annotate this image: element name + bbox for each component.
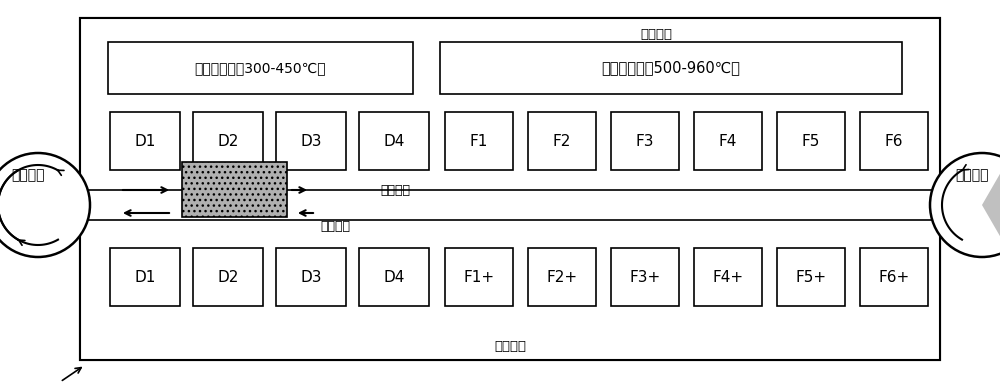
Text: 高温烧结区（500-960℃）: 高温烧结区（500-960℃）: [602, 60, 740, 75]
Circle shape: [0, 153, 90, 257]
Text: F3+: F3+: [629, 269, 661, 284]
Bar: [80, 18, 940, 360]
Text: D4: D4: [383, 134, 405, 149]
Bar: [193, 248, 263, 306]
Text: F1+: F1+: [463, 269, 495, 284]
Text: D2: D2: [217, 134, 239, 149]
Bar: [860, 112, 928, 170]
Text: F3: F3: [636, 134, 654, 149]
Text: F2: F2: [553, 134, 571, 149]
Bar: [777, 112, 845, 170]
Bar: [528, 248, 596, 306]
Text: 上控温区: 上控温区: [640, 27, 672, 41]
Text: F5: F5: [802, 134, 820, 149]
Bar: [445, 112, 513, 170]
Text: F6: F6: [885, 134, 903, 149]
Text: F6+: F6+: [878, 269, 910, 284]
Bar: [359, 248, 429, 306]
Bar: [110, 248, 180, 306]
Bar: [193, 112, 263, 170]
Bar: [182, 162, 287, 217]
Text: D1: D1: [134, 269, 156, 284]
Bar: [528, 112, 596, 170]
Bar: [359, 112, 429, 170]
Bar: [777, 248, 845, 306]
Bar: [276, 248, 346, 306]
Text: 硅片背面: 硅片背面: [320, 221, 350, 233]
Bar: [611, 112, 679, 170]
Bar: [860, 248, 928, 306]
Bar: [694, 248, 762, 306]
Text: F4: F4: [719, 134, 737, 149]
Text: D3: D3: [300, 269, 322, 284]
Text: D2: D2: [217, 269, 239, 284]
Bar: [108, 42, 413, 94]
Text: 下控温区: 下控温区: [494, 339, 526, 353]
Text: D3: D3: [300, 134, 322, 149]
Bar: [611, 248, 679, 306]
Text: 进料方向: 进料方向: [11, 168, 45, 182]
Text: 低温烘干区（300-450℃）: 低温烘干区（300-450℃）: [195, 61, 326, 75]
Text: 硅片正面: 硅片正面: [380, 183, 410, 197]
Circle shape: [930, 153, 1000, 257]
Bar: [80, 18, 940, 360]
Text: D4: D4: [383, 269, 405, 284]
Bar: [276, 112, 346, 170]
Text: D1: D1: [134, 134, 156, 149]
Text: 出料方向: 出料方向: [955, 168, 989, 182]
Text: F4+: F4+: [712, 269, 744, 284]
Text: F1: F1: [470, 134, 488, 149]
Bar: [445, 248, 513, 306]
Text: F5+: F5+: [795, 269, 827, 284]
Text: F2+: F2+: [546, 269, 578, 284]
Wedge shape: [982, 167, 1000, 243]
Bar: [440, 42, 902, 94]
Bar: [110, 112, 180, 170]
Bar: [694, 112, 762, 170]
